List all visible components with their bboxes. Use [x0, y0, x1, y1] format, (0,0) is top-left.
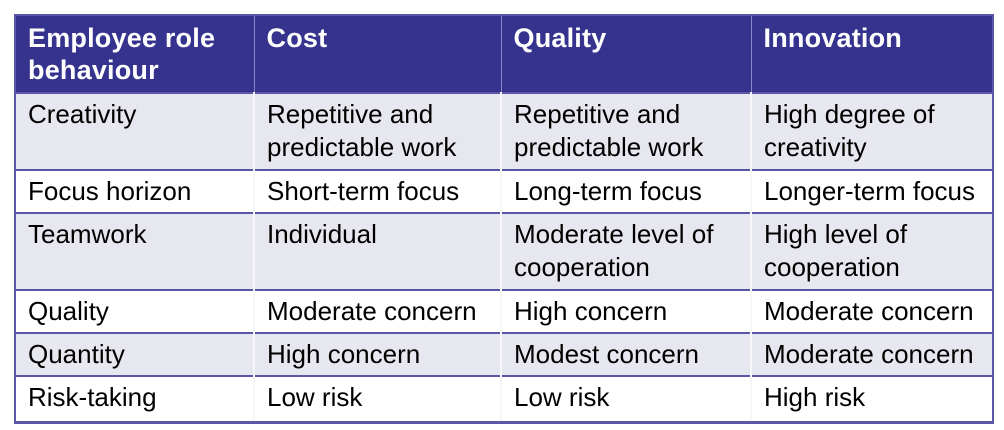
column-header-quality: Quality	[500, 15, 751, 93]
body-cell: Modest concern	[500, 333, 751, 376]
column-header-employee-role-behaviour: Employee role behaviour	[28, 23, 216, 85]
employee-role-behaviour-table: Employee role behaviour Cost Quality Inn…	[14, 14, 994, 424]
header-row: Employee role behaviour Cost Quality Inn…	[15, 15, 993, 93]
body-cell: Individual	[253, 213, 501, 290]
row-label: Focus horizon	[28, 176, 192, 206]
row-label: Quality	[28, 296, 109, 326]
table-body: Creativity Repetitive and predictable wo…	[15, 93, 993, 422]
table-row-teamwork: Teamwork Individual Moderate level of co…	[15, 213, 993, 290]
body-cell: Moderate concern	[750, 290, 993, 333]
table-row-quantity: Quantity High concern Modest concern Mod…	[15, 333, 993, 376]
body-cell: High concern	[253, 333, 501, 376]
body-cell: High level of cooperation	[750, 213, 993, 290]
body-cell: Long-term focus	[500, 170, 751, 213]
column-header-cost: Cost	[253, 15, 501, 93]
table-row-quality: Quality Moderate concern High concern Mo…	[15, 290, 993, 333]
row-label: Risk-taking	[28, 382, 157, 412]
table-row-creativity: Creativity Repetitive and predictable wo…	[15, 93, 993, 170]
body-cell: Moderate concern	[253, 290, 501, 333]
table-row-focus-horizon: Focus horizon Short-term focus Long-term…	[15, 170, 993, 213]
column-header-innovation: Innovation	[750, 15, 993, 93]
body-cell: Repetitive and predictable work	[253, 93, 501, 170]
table-row-risk-taking: Risk-taking Low risk Low risk High risk	[15, 376, 993, 422]
body-cell: Low risk	[253, 376, 501, 422]
body-cell: Moderate level of cooperation	[500, 213, 751, 290]
body-cell: High concern	[500, 290, 751, 333]
body-cell: Repetitive and predictable work	[500, 93, 751, 170]
row-label: Quantity	[28, 339, 125, 369]
body-cell: Low risk	[500, 376, 751, 422]
body-cell: High risk	[750, 376, 993, 422]
row-label: Creativity	[28, 99, 137, 129]
body-cell: High degree of creativity	[750, 93, 993, 170]
body-cell: Longer-term focus	[750, 170, 993, 213]
body-cell: Moderate concern	[750, 333, 993, 376]
row-label: Teamwork	[28, 219, 147, 249]
table-header: Employee role behaviour Cost Quality Inn…	[15, 15, 993, 93]
body-cell: Short-term focus	[253, 170, 501, 213]
